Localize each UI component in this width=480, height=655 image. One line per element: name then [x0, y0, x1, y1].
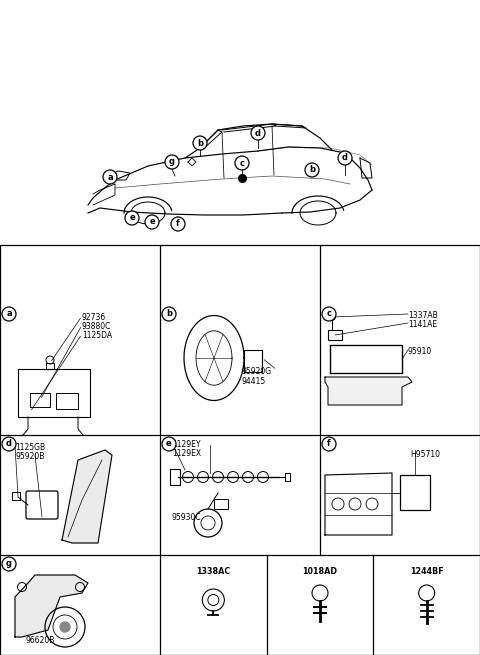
Bar: [328, 330, 342, 340]
Text: f: f: [176, 219, 180, 229]
Circle shape: [193, 136, 207, 150]
Text: 1338AC: 1338AC: [196, 567, 230, 576]
Text: 94415: 94415: [242, 377, 266, 386]
Polygon shape: [15, 575, 88, 637]
Text: 92736: 92736: [82, 313, 106, 322]
Circle shape: [162, 437, 176, 451]
Bar: [12, 492, 20, 500]
Text: f: f: [327, 440, 331, 449]
Circle shape: [103, 170, 117, 184]
Text: g: g: [6, 559, 12, 569]
Text: 1129EX: 1129EX: [172, 449, 201, 458]
Circle shape: [165, 155, 179, 169]
Text: d: d: [6, 440, 12, 449]
Circle shape: [338, 151, 352, 165]
Bar: [285, 473, 290, 481]
Bar: [170, 469, 180, 485]
Circle shape: [2, 307, 16, 321]
Bar: [0, 245, 480, 655]
Text: 1125DA: 1125DA: [82, 331, 112, 340]
Bar: [214, 499, 228, 509]
Circle shape: [60, 622, 70, 632]
Text: c: c: [240, 159, 244, 168]
Circle shape: [2, 557, 16, 571]
Bar: [18, 369, 90, 417]
Text: a: a: [6, 310, 12, 318]
Text: 95920G: 95920G: [242, 367, 272, 376]
Circle shape: [322, 307, 336, 321]
Circle shape: [145, 215, 159, 229]
Text: b: b: [166, 310, 172, 318]
Text: 96620B: 96620B: [25, 636, 55, 645]
Polygon shape: [325, 377, 412, 405]
Text: g: g: [169, 157, 175, 166]
Bar: [56, 393, 78, 409]
Text: e: e: [166, 440, 172, 449]
Text: c: c: [326, 310, 332, 318]
Circle shape: [162, 307, 176, 321]
Circle shape: [251, 126, 265, 140]
Circle shape: [2, 437, 16, 451]
Bar: [330, 345, 402, 373]
Text: 1244BF: 1244BF: [410, 567, 444, 576]
Bar: [30, 393, 50, 407]
Text: 93880C: 93880C: [82, 322, 111, 331]
Circle shape: [171, 217, 185, 231]
Text: 95930C: 95930C: [172, 513, 202, 522]
Text: 1129EY: 1129EY: [172, 440, 201, 449]
Circle shape: [125, 211, 139, 225]
Text: 1337AB: 1337AB: [408, 311, 438, 320]
Text: 1141AE: 1141AE: [408, 320, 437, 329]
Bar: [400, 475, 430, 510]
Circle shape: [235, 156, 249, 170]
Bar: [244, 350, 262, 372]
Text: e: e: [129, 214, 135, 223]
Text: d: d: [255, 128, 261, 138]
Text: e: e: [149, 217, 155, 227]
Text: 95910: 95910: [408, 347, 432, 356]
Text: 1018AD: 1018AD: [302, 567, 337, 576]
Text: 1125GB: 1125GB: [15, 443, 45, 452]
Text: b: b: [197, 138, 203, 147]
Text: a: a: [107, 172, 113, 181]
Circle shape: [322, 437, 336, 451]
Text: H95710: H95710: [410, 450, 440, 459]
Text: b: b: [309, 166, 315, 174]
Polygon shape: [62, 450, 112, 543]
Text: d: d: [342, 153, 348, 162]
Text: 95920B: 95920B: [15, 452, 44, 461]
Circle shape: [305, 163, 319, 177]
